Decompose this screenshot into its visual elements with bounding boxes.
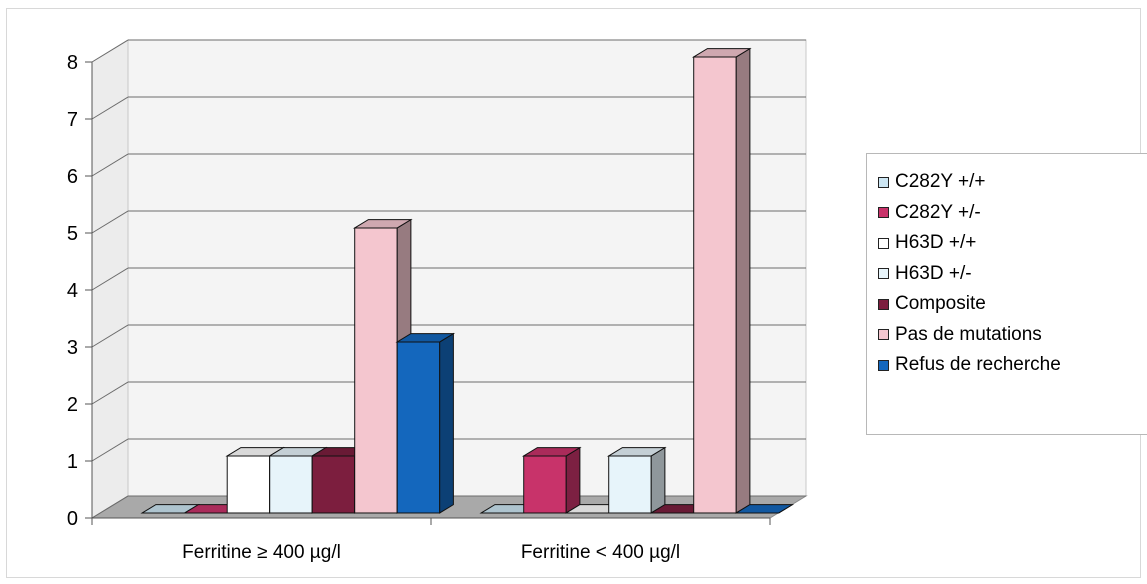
gridline: [91, 438, 129, 462]
legend-item: Composite: [867, 289, 1147, 320]
bar-top: [691, 48, 752, 58]
gridline: [91, 495, 129, 519]
y-tick-label: 4: [67, 280, 78, 302]
bar-side: [735, 47, 751, 514]
legend-item: C282Y +/+: [867, 167, 1147, 198]
bar-front: [608, 455, 652, 514]
gridline: [91, 267, 129, 291]
legend-item: C282Y +/-: [867, 198, 1147, 229]
legend-label: C282Y +/+: [895, 171, 986, 193]
y-tick-label: 3: [67, 337, 78, 359]
bar-front: [354, 227, 398, 514]
gridline: [91, 324, 129, 348]
gridline: [91, 39, 129, 63]
axes: [85, 61, 771, 525]
legend-item: H63D +/-: [867, 259, 1147, 290]
bar-front: [693, 56, 737, 514]
gridline: [91, 96, 129, 120]
y-tick-label: 1: [67, 451, 78, 473]
bar-side: [650, 446, 666, 514]
y-tick-label: 6: [67, 166, 78, 188]
x-category-label: Ferritine ≥ 400 µg/l: [182, 542, 341, 563]
legend-item: Pas de mutations: [867, 320, 1147, 351]
legend: C282Y +/+ C282Y +/- H63D +/+ H63D +/- Co…: [866, 153, 1147, 435]
bar-front: [269, 455, 313, 514]
bar-front: [396, 341, 441, 514]
legend-swatch: [878, 359, 889, 371]
legend-item: H63D +/+: [867, 228, 1147, 259]
gridline: [91, 381, 129, 405]
bar-side: [439, 332, 454, 514]
legend-label: Composite: [895, 293, 986, 315]
gridline: [91, 210, 129, 234]
bar-front: [226, 455, 271, 514]
legend-label: C282Y +/-: [895, 201, 981, 223]
legend-swatch: [878, 237, 889, 249]
bar: [521, 446, 582, 514]
y-tick-label: 7: [67, 109, 78, 131]
legend-label: H63D +/+: [895, 232, 977, 254]
y-tick-label: 0: [67, 508, 78, 530]
x-category-label: Ferritine < 400 µg/l: [521, 542, 680, 563]
bar-front: [311, 455, 356, 514]
y-tick-label: 8: [67, 52, 78, 74]
legend-label: H63D +/-: [895, 262, 972, 284]
legend-item: Refus de recherche: [867, 350, 1147, 381]
legend-label: Refus de recherche: [895, 354, 1061, 376]
bar-front: [523, 455, 567, 514]
y-tick-label: 5: [67, 223, 78, 245]
legend-swatch: [878, 298, 889, 310]
bar-top: [521, 447, 582, 457]
bar-top: [395, 333, 456, 343]
bar: [606, 446, 667, 514]
bar-top: [606, 447, 667, 457]
y-tick-labels: 0 1 2 3 4 5 6 7 8: [67, 52, 78, 530]
legend-swatch: [878, 176, 889, 188]
bar-side: [565, 446, 581, 514]
legend-swatch: [878, 268, 889, 280]
gridline: [91, 153, 129, 177]
bar: [734, 504, 795, 514]
bar-top: [352, 219, 413, 229]
bar-top: [734, 504, 795, 514]
x-category-labels: Ferritine ≥ 400 µg/l Ferritine < 400 µg/…: [182, 542, 680, 563]
legend-swatch: [878, 329, 889, 341]
legend-label: Pas de mutations: [895, 323, 1042, 345]
bar: [395, 332, 456, 514]
legend-swatch: [878, 207, 889, 219]
bar: [691, 47, 752, 514]
bars: [140, 47, 795, 514]
y-tick-label: 2: [67, 394, 78, 416]
